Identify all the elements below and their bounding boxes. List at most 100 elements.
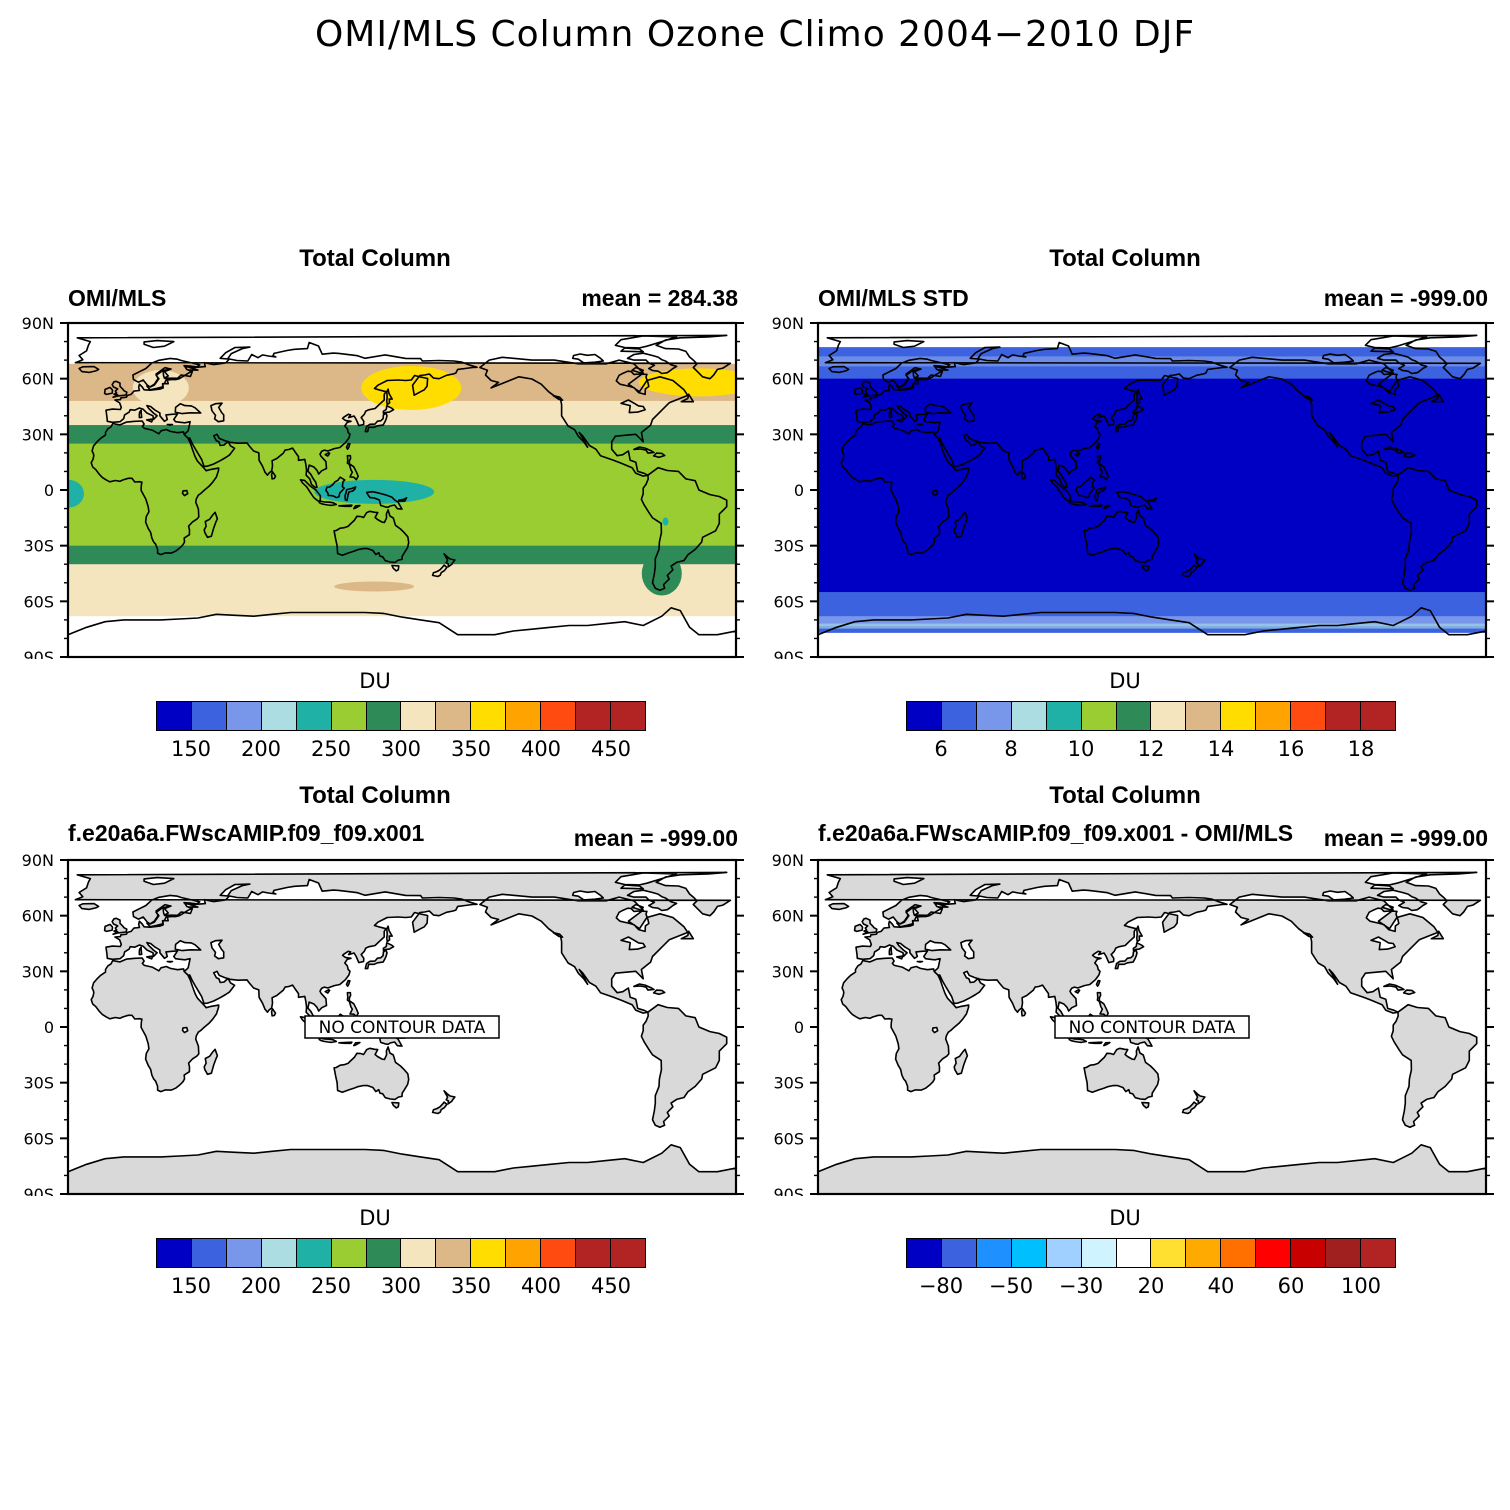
lat-label: 90N [772,851,804,870]
field-band [818,616,1486,627]
colorbar-swatch [1011,1239,1047,1267]
field-band [818,356,1486,367]
colorbar-swatch [157,702,192,730]
panel-left-label: OMI/MLS STD [818,285,969,311]
lat-label: 90N [22,314,54,333]
colorbar-unit: DU [359,1206,391,1230]
colorbar-swatch [576,702,611,730]
colorbar-swatch [1291,702,1327,730]
colorbar-swatch [471,702,507,730]
colorbar-swatch [296,1239,332,1267]
colorbar-tick-label: 14 [1207,737,1235,761]
colorbar-swatch [1326,702,1361,730]
colorbar-swatch [610,702,645,730]
colorbar-swatch [541,702,577,730]
lat-label: 30S [773,537,804,556]
lat-label: 30N [772,962,804,981]
lat-label: 60N [772,907,804,926]
field-band [68,527,736,547]
lat-label: 60N [22,370,54,389]
colorbar-swatch [541,1239,577,1267]
colorbar-tick-label: 8 [1004,737,1018,761]
colorbar-swatch [1221,702,1257,730]
colorbar-tick-label: 16 [1277,737,1305,761]
lat-label: 90S [773,648,804,659]
map-layers: 90N 60N 30N 0 30S 60S 90S [772,314,1494,659]
colorbar-tick-label: 18 [1347,737,1375,761]
colorbar-swatch [907,702,942,730]
map-layers: 90N 60N 30N 0 30S 60S 90S NO CONTOUR DATA [22,851,744,1196]
field-layer [818,323,1486,657]
colorbar-swatch [941,702,977,730]
panel-title: Total Column [1049,782,1201,809]
lat-label: 90N [772,314,804,333]
colorbar-tick-label: 60 [1277,1274,1305,1298]
no-contour-data-box [1054,1015,1250,1039]
colorbar-tick-label: 40 [1207,1274,1235,1298]
lat-label: 0 [794,481,804,500]
field-lobe [68,479,84,508]
panel-title: Total Column [1049,245,1201,272]
colorbar-swatch [1186,702,1222,730]
colorbar-tick-label: 450 [590,737,632,761]
colorbar-swatch [1046,1239,1082,1267]
field-lobe [361,365,462,410]
lat-label: 60N [772,370,804,389]
colorbar-tick-label: 150 [170,737,212,761]
colorbar-swatch [331,702,367,730]
colorbar-swatch [261,1239,297,1267]
coastlines [818,334,1486,657]
colorbar-swatch [941,1239,977,1267]
no-contour-data-box [304,1015,500,1039]
colorbar-swatch [1291,1239,1327,1267]
colorbar-tick-label: 300 [380,737,422,761]
colorbar [156,1238,646,1268]
coastlines [818,871,1486,1194]
colorbar-swatch [506,702,542,730]
colorbar-tick-label: 10 [1067,737,1095,761]
lat-label: 30N [772,425,804,444]
colorbar-swatch [296,702,332,730]
colorbar-tick-label: 250 [310,1274,352,1298]
colorbar-unit: DU [359,669,391,693]
colorbar-tick-label: 350 [450,737,492,761]
map-layers: 90N 60N 30N 0 30S 60S 90S NO CONTOUR DATA [772,851,1494,1196]
colorbar-swatch [226,702,262,730]
figure-title: OMI/MLS Column Ozone Climo 2004−2010 DJF [314,14,1196,55]
colorbar-swatch [1186,1239,1222,1267]
lat-label: 30S [773,1074,804,1093]
colorbar-swatch [907,1239,942,1267]
colorbar-swatch [576,1239,611,1267]
colorbar-tick-label: 6 [934,737,948,761]
panel-omi-mls: Total Column OMI/MLS mean = 284.38 90N 60… [0,245,750,785]
colorbar-swatch [1221,1239,1257,1267]
colorbar-swatch [1011,702,1047,730]
colorbar-tick-label: 250 [310,737,352,761]
field-lobe [641,551,682,596]
panel-mean-label: mean = -999.00 [573,825,738,851]
colorbar-swatch [976,1239,1012,1267]
colorbar-tick-label: 20 [1137,1274,1165,1298]
field-band [68,601,736,617]
lat-label: 60S [773,1129,804,1148]
panel-title: Total Column [299,245,451,272]
colorbar-swatch [1116,1239,1152,1267]
field-band [818,378,1486,593]
colorbar-swatch [1256,702,1292,730]
lat-label: 90S [23,1185,54,1196]
field-lobe [334,581,415,592]
colorbar-swatch [331,1239,367,1267]
colorbar-tick-label: 400 [520,737,562,761]
colorbar-swatch [1151,1239,1187,1267]
colorbar-swatch [1081,702,1117,730]
colorbar [906,701,1396,731]
colorbar-swatch [610,1239,645,1267]
colorbar-swatch [471,1239,507,1267]
panel-mean-label: mean = -999.00 [1323,825,1488,851]
colorbar-tick-label: 200 [240,737,282,761]
colorbar-swatch [1116,702,1152,730]
colorbar-tick-label: 450 [590,1274,632,1298]
colorbar [156,701,646,731]
lat-label: 90N [22,851,54,870]
colorbar-swatch [436,1239,472,1267]
